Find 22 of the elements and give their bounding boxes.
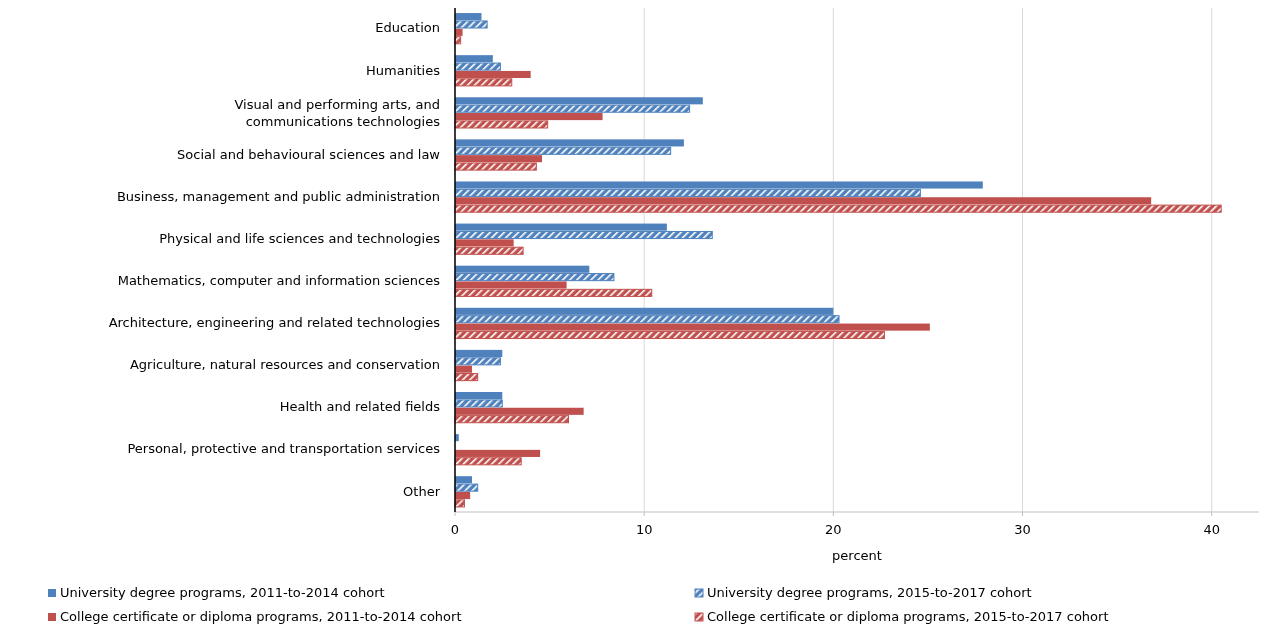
y-tick-label: Health and related fields (279, 398, 441, 414)
x-tick-label: 30 (1014, 522, 1031, 537)
y-tick-label: Humanities (366, 62, 441, 78)
x-tick-label: 0 (450, 522, 460, 537)
y-tick-label: Business, management and public administration (116, 188, 440, 204)
x-axis-title: percent (832, 548, 882, 563)
x-tick-label: 10 (635, 522, 653, 537)
legend-label: College certificate or diploma programs, 2015-to-2017 cohort (707, 608, 1109, 624)
y-tick-label: Mathematics, computer and information sciences (117, 272, 441, 288)
y-tick-label: Architecture, engineering and related technologies (108, 314, 441, 330)
y-tick-label: Agriculture, natural resources and conservation (129, 356, 440, 372)
x-tick-label: 20 (825, 522, 842, 537)
y-tick-label: Social and behavioural sciences and law (177, 146, 441, 162)
legend-label: College certificate or diploma programs, 2011-to-2014 cohort (60, 608, 462, 624)
legend-label: University degree programs, 2011-to-2014 cohort (60, 584, 385, 600)
y-tick-label: Education (375, 19, 440, 35)
y-tick-label: Personal, protective and transportation services (127, 440, 441, 456)
x-tick-label: 40 (1203, 522, 1220, 537)
y-tick-label: Other (403, 483, 441, 499)
legend-label: University degree programs, 2015-to-2017 cohort (707, 584, 1032, 600)
y-tick-label: Visual and performing arts, and communications technologies (234, 96, 441, 129)
y-tick-label: Physical and life sciences and technologies (159, 230, 441, 246)
